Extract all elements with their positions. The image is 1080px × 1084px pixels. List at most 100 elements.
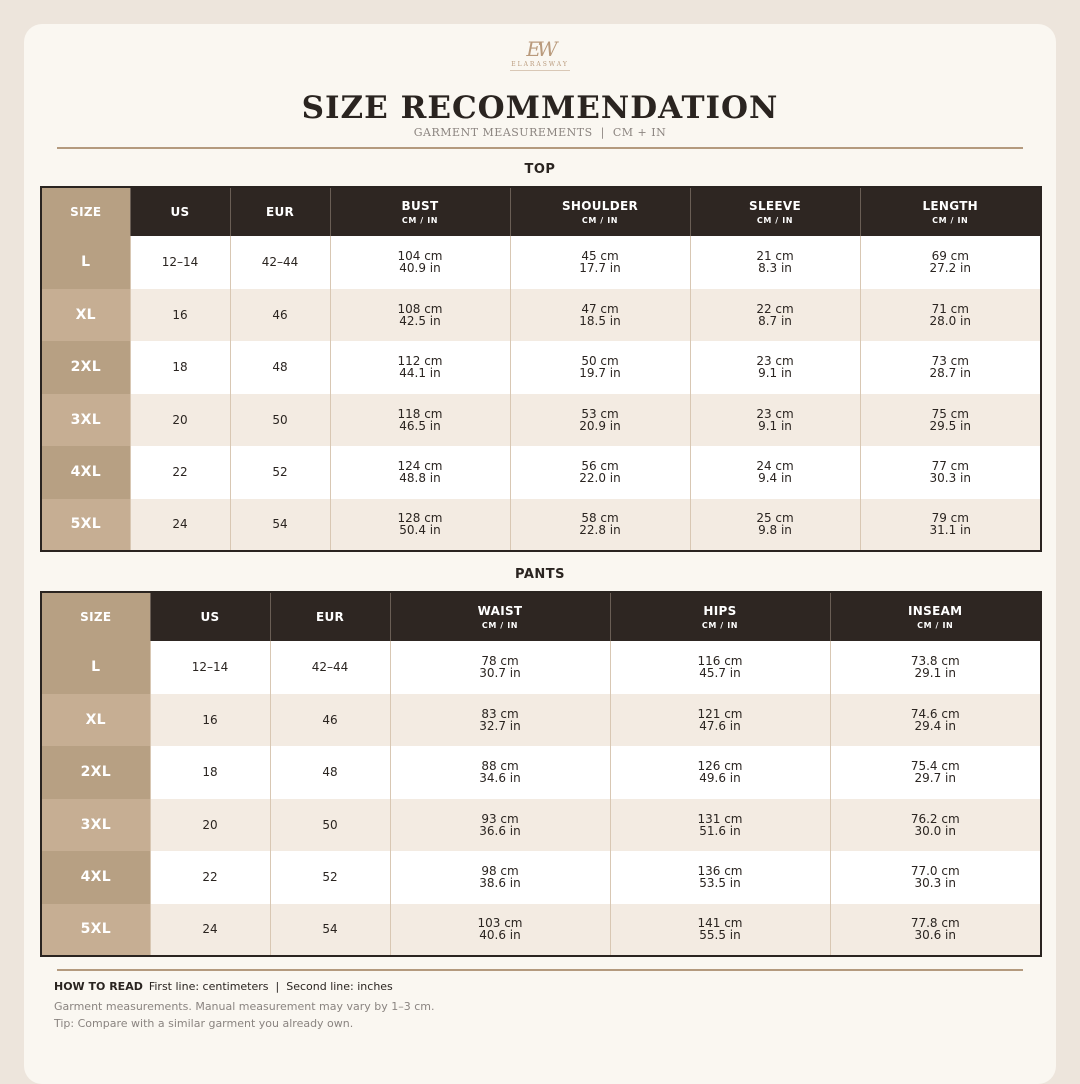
length-cell: 73 cm 28.7 in <box>859 341 1041 394</box>
hips-in-value: 51.6 in <box>699 823 741 838</box>
waist-cell: 98 cm 38.6 in <box>389 851 610 904</box>
us-cell: 20 <box>149 798 270 851</box>
col-header-hips: HIPS CM / IN <box>609 592 830 641</box>
hips-in-value: 45.7 in <box>699 666 741 681</box>
inseam-cell: 75.4 cm 29.7 in <box>829 746 1041 799</box>
col-header-waist-label: WAIST <box>477 604 523 618</box>
unit-label: CM / IN <box>756 216 794 225</box>
waist-in-value: 34.6 in <box>479 771 521 786</box>
sleeve-cm-value: 23 cm <box>756 406 794 421</box>
bust-cm-value: 128 cm <box>397 511 443 526</box>
how-to-read: HOW TO READ First line: centimeters | Sec… <box>54 980 393 993</box>
inseam-cell: 77.8 cm 30.6 in <box>829 903 1041 956</box>
waist-in-value: 30.7 in <box>479 666 521 681</box>
bust-cm-value: 124 cm <box>397 459 443 474</box>
hips-cell: 141 cm 55.5 in <box>609 903 830 956</box>
inseam-cm-value: 74.6 cm <box>910 706 960 721</box>
top-size-table: SIZE US EUR BUST CM / IN SHOULDER CM / IN … <box>40 186 1042 552</box>
brand-logo: EW ELARASWAY <box>24 38 1056 71</box>
eur-cell: 54 <box>269 903 390 956</box>
bust-cm-value: 108 cm <box>397 301 443 316</box>
waist-cm-value: 88 cm <box>481 759 519 774</box>
waist-cm-value: 83 cm <box>481 706 519 721</box>
inseam-cell: 76.2 cm 30.0 in <box>829 798 1041 851</box>
shoulder-in-value: 22.0 in <box>579 471 621 486</box>
us-cell: 16 <box>129 288 230 341</box>
waist-cell: 93 cm 36.6 in <box>389 798 610 851</box>
sleeve-cell: 23 cm 9.1 in <box>689 393 860 446</box>
col-header-us: US <box>149 592 270 641</box>
eur-cell: 46 <box>229 288 330 341</box>
length-in-value: 28.7 in <box>929 366 971 381</box>
length-cell: 77 cm 30.3 in <box>859 446 1041 499</box>
col-header-eur: EUR <box>229 187 330 236</box>
hips-cm-value: 131 cm <box>697 811 743 826</box>
eur-cell: 46 <box>269 693 390 746</box>
length-cm-value: 73 cm <box>931 354 969 369</box>
waist-cm-value: 103 cm <box>477 916 523 931</box>
col-header-hips-label: HIPS <box>703 604 737 618</box>
eur-cell: 50 <box>269 798 390 851</box>
shoulder-cm-value: 58 cm <box>581 511 619 526</box>
us-cell: 24 <box>129 498 230 551</box>
waist-cm-value: 78 cm <box>481 654 519 669</box>
size-cell: XL <box>41 288 130 341</box>
brand-monogram: EW <box>526 37 557 61</box>
us-cell: 24 <box>149 903 270 956</box>
sleeve-cell: 21 cm 8.3 in <box>689 236 860 289</box>
bust-cm-value: 118 cm <box>397 406 443 421</box>
hips-cm-value: 126 cm <box>697 759 743 774</box>
inseam-in-value: 30.0 in <box>914 823 956 838</box>
bust-cell: 124 cm 48.8 in <box>329 446 510 499</box>
hips-in-value: 55.5 in <box>699 928 741 943</box>
inseam-in-value: 30.3 in <box>914 876 956 891</box>
bust-cell: 118 cm 46.5 in <box>329 393 510 446</box>
hips-in-value: 49.6 in <box>699 771 741 786</box>
table-row: L 12–14 42–44 78 cm 30.7 in 116 cm 45.7 in 73.8… <box>41 641 1041 694</box>
bust-in-value: 40.9 in <box>399 261 441 276</box>
us-cell: 20 <box>129 393 230 446</box>
shoulder-cm-value: 50 cm <box>581 354 619 369</box>
sleeve-in-value: 9.8 in <box>758 523 792 538</box>
sleeve-cm-value: 24 cm <box>756 459 794 474</box>
size-cell: L <box>41 641 150 694</box>
table-row: 5XL 24 54 128 cm 50.4 in 58 cm 22.8 in 25 cm 9.8… <box>41 498 1041 551</box>
sleeve-cell: 23 cm 9.1 in <box>689 341 860 394</box>
shoulder-in-value: 18.5 in <box>579 313 621 328</box>
eur-cell: 48 <box>229 341 330 394</box>
shoulder-cell: 53 cm 20.9 in <box>509 393 690 446</box>
sleeve-cm-value: 25 cm <box>756 511 794 526</box>
table-header-row: SIZE US EUR WAIST CM / IN HIPS CM / IN INS… <box>41 592 1041 641</box>
hips-cm-value: 136 cm <box>697 864 743 879</box>
unit-label: CM / IN <box>701 621 739 630</box>
us-cell: 22 <box>129 446 230 499</box>
length-in-value: 28.0 in <box>929 313 971 328</box>
length-cm-value: 69 cm <box>931 249 969 264</box>
us-cell: 12–14 <box>129 236 230 289</box>
length-cell: 71 cm 28.0 in <box>859 288 1041 341</box>
col-header-bust-label: BUST <box>401 199 439 213</box>
inseam-cell: 74.6 cm 29.4 in <box>829 693 1041 746</box>
eur-cell: 54 <box>229 498 330 551</box>
hips-cell: 121 cm 47.6 in <box>609 693 830 746</box>
table-row: 3XL 20 50 93 cm 36.6 in 131 cm 51.6 in 76.2 cm 3… <box>41 798 1041 851</box>
how-to-read-label: HOW TO READ <box>54 980 143 993</box>
waist-cell: 78 cm 30.7 in <box>389 641 610 694</box>
table-row: 2XL 18 48 88 cm 34.6 in 126 cm 49.6 in 75.4 cm 2… <box>41 746 1041 799</box>
size-cell: 5XL <box>41 498 130 551</box>
col-header-inseam: INSEAM CM / IN <box>829 592 1041 641</box>
unit-label: CM / IN <box>481 621 519 630</box>
length-cm-value: 71 cm <box>931 301 969 316</box>
table-row: 4XL 22 52 124 cm 48.8 in 56 cm 22.0 in 24 cm 9.4… <box>41 446 1041 499</box>
size-cell: L <box>41 236 130 289</box>
table-row: 4XL 22 52 98 cm 38.6 in 136 cm 53.5 in 77.0 cm 3… <box>41 851 1041 904</box>
inseam-cm-value: 75.4 cm <box>910 759 960 774</box>
length-cm-value: 75 cm <box>931 406 969 421</box>
col-header-length: LENGTH CM / IN <box>859 187 1041 236</box>
inseam-in-value: 29.1 in <box>914 666 956 681</box>
bust-cell: 112 cm 44.1 in <box>329 341 510 394</box>
shoulder-cell: 58 cm 22.8 in <box>509 498 690 551</box>
hips-cell: 116 cm 45.7 in <box>609 641 830 694</box>
shoulder-cm-value: 56 cm <box>581 459 619 474</box>
waist-cell: 83 cm 32.7 in <box>389 693 610 746</box>
